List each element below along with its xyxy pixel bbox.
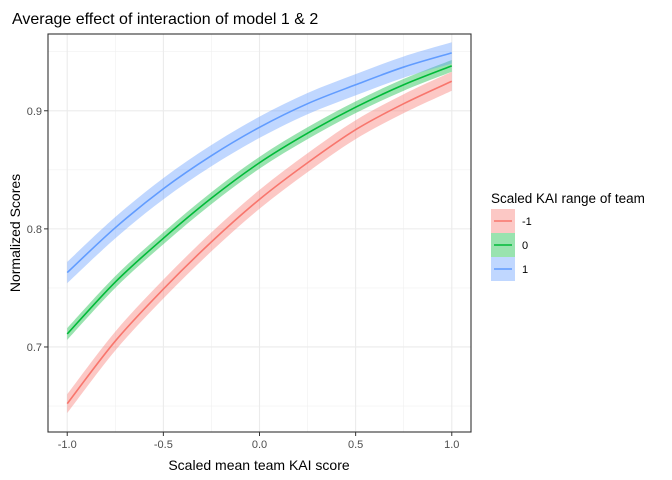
series-band--1 [67,71,452,414]
x-tick-label: 0.0 [252,439,267,451]
plot-panel [47,33,472,433]
series-line--1 [66,80,453,405]
x-tick-label: -1.0 [58,439,77,451]
x-tick-label: -0.5 [154,439,173,451]
x-axis-title: Scaled mean team KAI score [168,457,350,473]
y-tick-label: 0.8 [27,224,42,236]
y-tick-label: 0.7 [27,342,42,354]
x-tick-label: 0.5 [348,439,363,451]
y-tick-label: 0.9 [27,106,42,118]
chart-title: Average effect of interaction of model 1… [12,11,318,28]
y-axis-title: Normalized Scores [7,174,23,292]
legend-title: Scaled KAI range of team [491,191,645,206]
legend-label--1: -1 [522,216,532,228]
x-tick-label: 1.0 [444,439,459,451]
series-line-0 [66,65,453,335]
legend-label-1: 1 [522,264,528,276]
series-line-1 [66,52,452,274]
legend-label-0: 0 [522,240,528,252]
series-band-1 [67,42,452,284]
legend: Scaled KAI range of team -1 0 1 [491,191,645,281]
